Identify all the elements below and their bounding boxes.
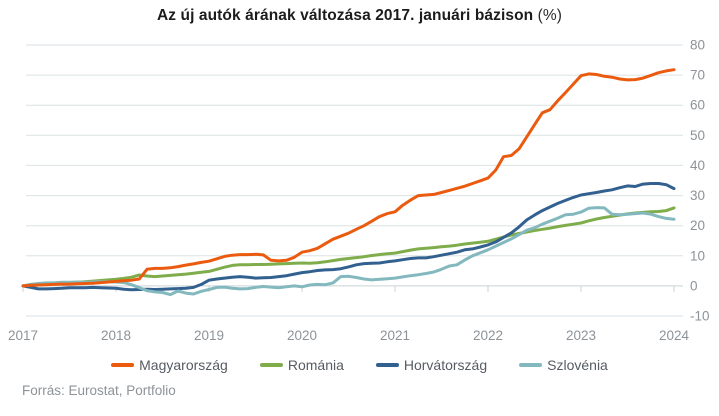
svg-text:60: 60 bbox=[690, 98, 705, 113]
legend-item-romania[interactable]: Románia bbox=[259, 357, 344, 373]
svg-text:2023: 2023 bbox=[566, 328, 596, 343]
legend-item-magyarorszag[interactable]: Magyarország bbox=[111, 357, 228, 373]
legend-label: Horvátország bbox=[403, 357, 488, 373]
legend-label: Szlovénia bbox=[547, 357, 608, 373]
legend-label: Magyarország bbox=[139, 357, 228, 373]
svg-text:50: 50 bbox=[690, 128, 705, 143]
series-line-romania bbox=[21, 206, 676, 288]
svg-text:2018: 2018 bbox=[101, 328, 131, 343]
legend-swatch-romania bbox=[259, 363, 283, 367]
svg-text:30: 30 bbox=[690, 188, 705, 203]
svg-text:2017: 2017 bbox=[8, 328, 38, 343]
legend-item-szlovenia[interactable]: Szlovénia bbox=[519, 357, 608, 373]
svg-text:2019: 2019 bbox=[194, 328, 224, 343]
svg-text:0: 0 bbox=[690, 278, 698, 293]
y-axis-labels: -10 0 10 20 30 40 50 60 70 80 bbox=[690, 38, 710, 324]
chart-title-unit: (%) bbox=[533, 7, 563, 24]
series-line-magyarorszag bbox=[21, 68, 676, 288]
svg-text:-10: -10 bbox=[690, 309, 710, 324]
svg-text:2024: 2024 bbox=[659, 328, 690, 343]
svg-text:2022: 2022 bbox=[473, 328, 503, 343]
svg-text:80: 80 bbox=[690, 38, 705, 53]
svg-text:20: 20 bbox=[690, 218, 705, 233]
legend-swatch-magyarorszag bbox=[111, 363, 135, 367]
x-axis-labels: 2017 2018 2019 2020 2021 2022 2023 2024 bbox=[8, 285, 690, 343]
line-chart: -10 0 10 20 30 40 50 60 70 80 2017 2018 2019 2020 2021… bbox=[8, 38, 710, 344]
svg-text:10: 10 bbox=[690, 248, 705, 263]
legend-swatch-horvatorszag bbox=[375, 363, 399, 367]
legend-swatch-szlovenia bbox=[519, 363, 543, 367]
chart-title: Az új autók árának változása 2017. januá… bbox=[0, 7, 719, 25]
svg-text:2021: 2021 bbox=[380, 328, 410, 343]
legend-item-horvatorszag[interactable]: Horvátország bbox=[375, 357, 488, 373]
series-line-szlovenia bbox=[21, 206, 676, 297]
chart-title-text: Az új autók árának változása 2017. januá… bbox=[156, 7, 534, 24]
source-note: Forrás: Eurostat, Portfolio bbox=[22, 383, 176, 398]
chart-legend: Magyarország Románia Horvátország Szlovénia bbox=[0, 355, 719, 375]
series-line-horvatorszag bbox=[21, 182, 676, 292]
legend-label: Románia bbox=[287, 357, 344, 373]
svg-text:2020: 2020 bbox=[287, 328, 317, 343]
gridlines bbox=[26, 44, 683, 317]
svg-text:40: 40 bbox=[690, 158, 705, 173]
svg-text:70: 70 bbox=[690, 68, 705, 83]
